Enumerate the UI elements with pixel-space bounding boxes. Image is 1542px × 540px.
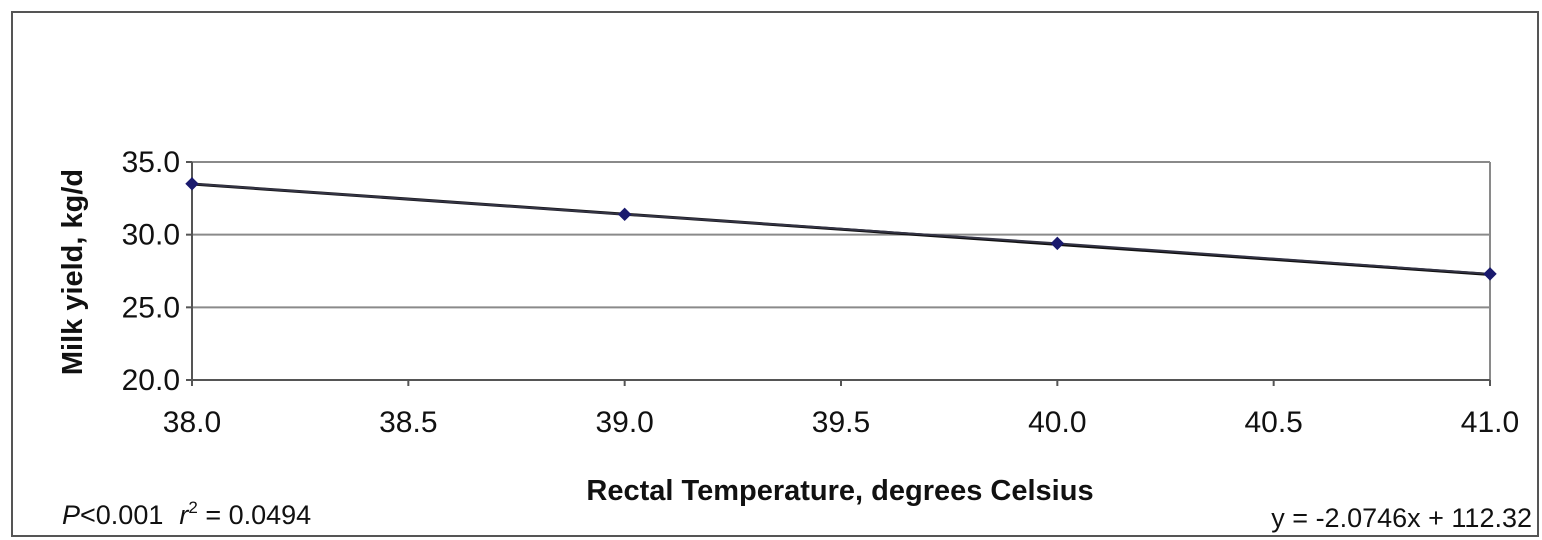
y-tick-label: 30.0 [122,219,180,252]
x-tick-label: 38.5 [379,406,437,439]
x-tick-label: 38.0 [163,406,221,439]
y-tick-label: 35.0 [122,146,180,179]
axes [186,161,1491,386]
r-label: r [179,500,189,530]
stats-annotation: P<0.001 r2 = 0.0494 [62,498,311,530]
series-line [191,182,1491,275]
y-tick-label: 20.0 [122,364,180,397]
x-axis-title: Rectal Temperature, degrees Celsius [586,475,1093,507]
y-axis-title: Milk yield, kg/d [57,169,89,375]
x-tick-label: 39.0 [595,406,653,439]
regression-equation: y = -2.0746x + 112.32 [1271,503,1532,533]
data-point-marker [1483,267,1497,281]
data-point-marker [617,207,632,222]
y-tick-label: 25.0 [122,291,180,324]
tick-labels: 20.0 25.0 30.0 35.0 38.0 38.5 39.0 39.5 40.0 40.5… [122,146,1520,439]
p-value: <0.001 [80,500,163,530]
chart-border [11,11,1539,537]
r-squared-superscript: 2 [188,498,197,517]
x-tick-label: 39.5 [812,406,870,439]
p-label: P [62,500,80,530]
x-tick-label: 41.0 [1461,406,1519,439]
series-layer [185,177,1497,281]
gridlines [192,161,1491,380]
x-tick-label: 40.5 [1244,406,1302,439]
data-point-marker [1050,236,1065,251]
data-point-marker [185,177,199,191]
r-squared-value: = 0.0494 [198,500,311,530]
x-tick-label: 40.0 [1028,406,1086,439]
